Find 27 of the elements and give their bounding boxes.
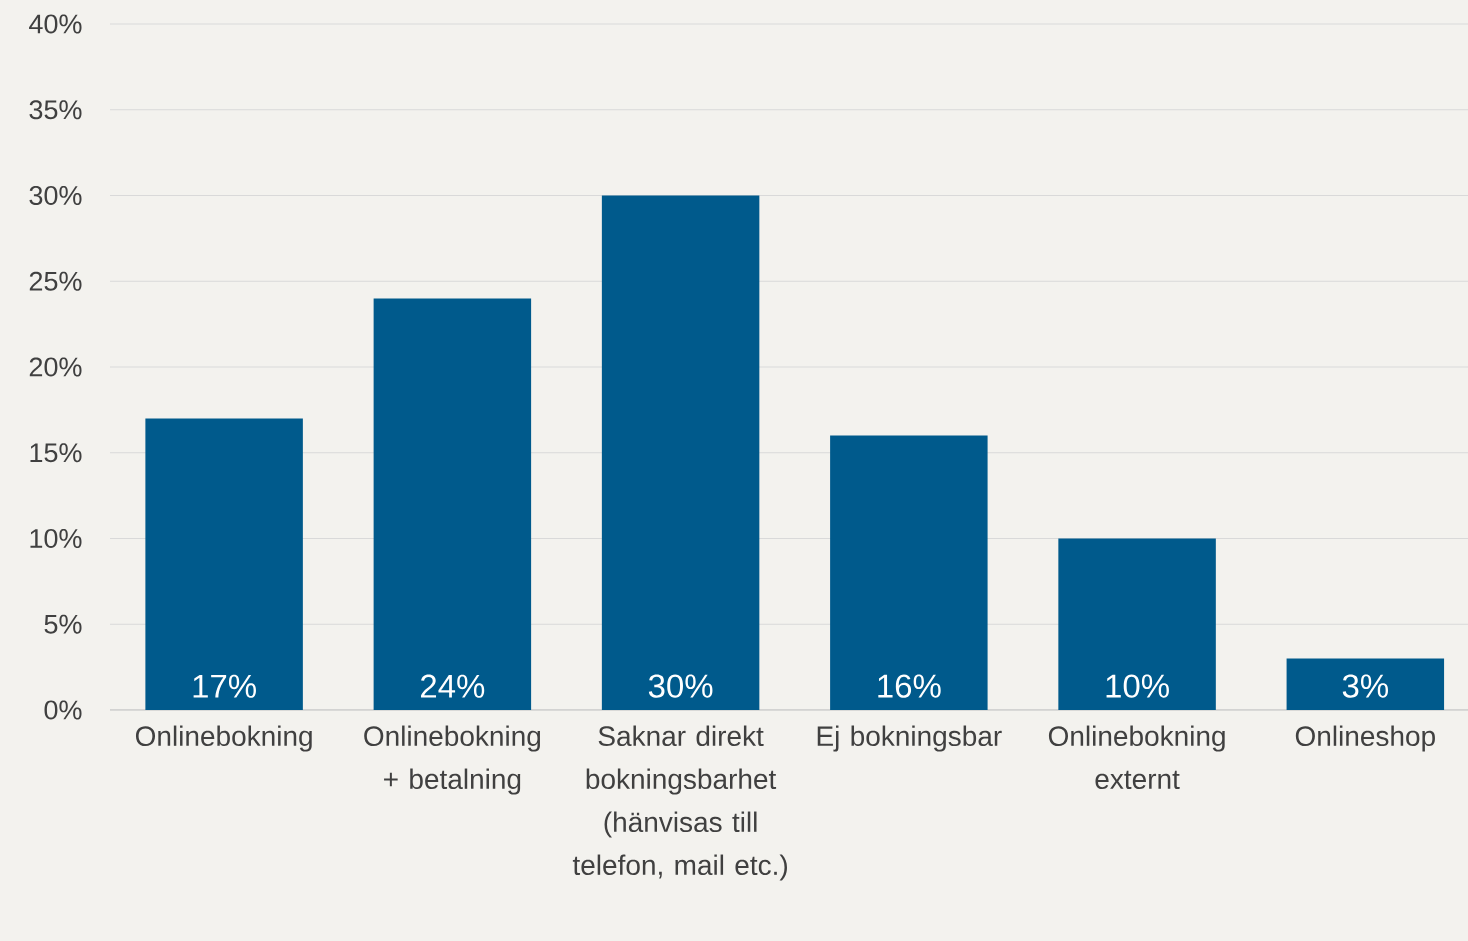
bar (373, 298, 532, 710)
data-label: 30% (648, 674, 713, 698)
x-tick-label: Onlinebokning externt (1048, 725, 1225, 790)
data-label: 17% (193, 674, 256, 698)
y-tick-label: 25% (29, 271, 82, 291)
bar (1286, 658, 1445, 710)
y-tick-label: 5% (44, 614, 82, 634)
bar (145, 418, 303, 710)
y-tick-label: 35% (29, 100, 82, 120)
data-label: 16% (878, 674, 941, 698)
data-label: 3% (1342, 674, 1388, 698)
bar (830, 435, 988, 710)
y-tick-label: 30% (29, 185, 82, 206)
y-tick-label: 0% (44, 700, 82, 720)
data-label: 24% (421, 674, 485, 698)
y-tick-label: 20% (29, 357, 82, 377)
y-tick-label: 15% (30, 443, 82, 463)
x-tick-label: Onlinebokning + betalning (364, 725, 541, 795)
bar (1058, 538, 1216, 710)
x-tick-label: Saknar direkt bokningsbarhet (hänvisas till telefon, mail etc.) (572, 725, 787, 881)
data-label: 10% (1106, 674, 1169, 698)
x-tick-label: Ej bokningsbar (817, 725, 1002, 752)
y-tick-label: 40% (29, 14, 82, 34)
y-tick-label: 10% (30, 528, 82, 549)
x-tick-label: Onlinebokning (135, 725, 312, 752)
x-tick-label: Onlineshop (1295, 725, 1435, 752)
bar (601, 195, 760, 710)
